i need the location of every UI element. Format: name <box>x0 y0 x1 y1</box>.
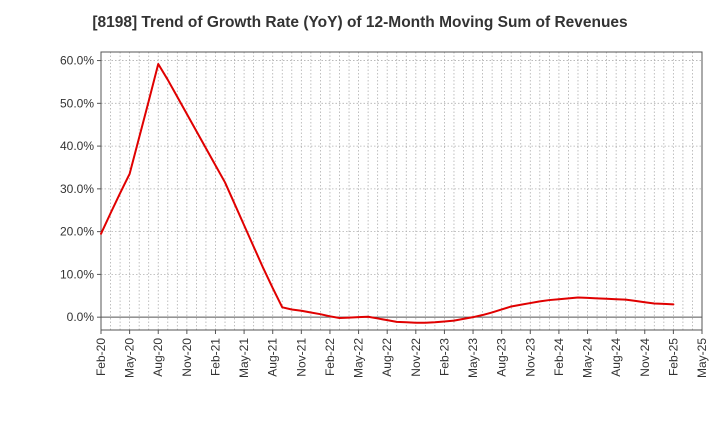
x-tick-label: Aug-24 <box>609 338 623 377</box>
x-tick-label: Nov-24 <box>638 338 652 377</box>
y-tick-label: 10.0% <box>60 267 94 281</box>
y-tick-label: 30.0% <box>60 182 94 196</box>
plot-border <box>100 51 703 331</box>
x-tick-label: Aug-22 <box>380 338 394 377</box>
plot-area <box>101 52 702 330</box>
chart-title: [8198] Trend of Growth Rate (YoY) of 12-… <box>92 14 628 31</box>
y-tick-label: 0.0% <box>67 310 95 324</box>
x-tick-label: Feb-25 <box>666 338 680 376</box>
x-tick-label: May-24 <box>581 338 595 378</box>
x-tick-label: May-21 <box>237 338 251 378</box>
x-tick-label: Aug-20 <box>151 338 165 377</box>
x-tick-label: Feb-20 <box>94 338 108 376</box>
y-tick-label: 60.0% <box>60 54 94 68</box>
x-tick-label: Feb-24 <box>552 338 566 376</box>
x-tick-label: Nov-20 <box>180 338 194 377</box>
x-tick-label: Aug-21 <box>266 338 280 377</box>
x-tick-label: Feb-22 <box>323 338 337 376</box>
x-tick-label: Nov-22 <box>409 338 423 377</box>
x-tick-label: Nov-23 <box>523 338 537 377</box>
y-tick-label: 50.0% <box>60 96 94 110</box>
x-tick-label: May-23 <box>466 338 480 378</box>
x-tick-label: Feb-21 <box>208 338 222 376</box>
y-tick-label: 20.0% <box>60 225 94 239</box>
x-tick-label: May-22 <box>352 338 366 378</box>
x-tick-label: Feb-23 <box>437 338 451 376</box>
x-tick-label: Aug-23 <box>495 338 509 377</box>
x-tick-label: Nov-21 <box>294 338 308 377</box>
y-tick-label: 40.0% <box>60 139 94 153</box>
series-line <box>100 62 675 324</box>
x-tick-label: May-25 <box>695 338 709 378</box>
x-tick-label: May-20 <box>123 338 137 378</box>
